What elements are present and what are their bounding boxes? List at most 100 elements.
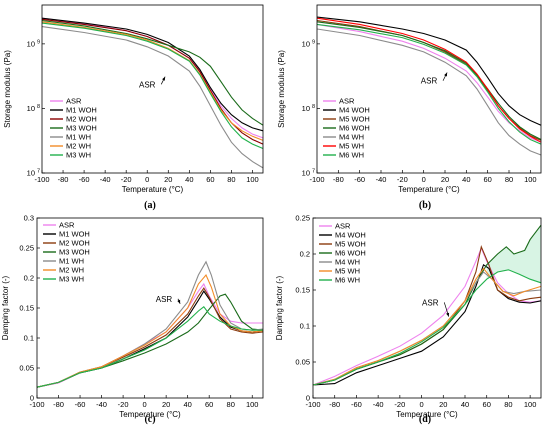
y-tick-label-d-5: 0.25 (295, 214, 310, 223)
legend-label-b-2: M5 WOH (339, 115, 370, 124)
y-axis-label-c: Damping factor (-) (1, 275, 10, 340)
legend-label-d-6: M6 WH (335, 276, 360, 285)
x-tick-label-d-8: 60 (483, 400, 491, 409)
x-tick-label-c-2: -60 (75, 400, 86, 409)
legend-label-a-1: M1 WOH (66, 106, 97, 115)
y-tick-label-d-1: 0.05 (295, 358, 310, 367)
annotation-label-b: ASR (421, 77, 438, 86)
legend-label-d-1: M4 WOH (335, 231, 366, 240)
x-tick-label-d-2: -60 (351, 400, 362, 409)
x-tick-label-a-9: 80 (227, 175, 235, 184)
x-axis-label-d: Temperature (°C) (396, 410, 458, 419)
series-line-b-0 (316, 23, 542, 143)
x-tick-label-b-9: 80 (505, 175, 513, 184)
x-tick-label-c-0: -100 (29, 400, 44, 409)
y-tick-label-c-1: 0.05 (19, 364, 34, 373)
panel-d: -100 -80 -60 -40 -20 0 20 40 60 80 100 0 0.05 0.1 0.15… (275, 214, 542, 425)
legend-label-c-2: M2 WOH (59, 239, 90, 248)
legend-label-a-3: M3 WOH (66, 124, 97, 133)
annotation-arrowhead-a (162, 76, 166, 81)
x-tick-label-a-4: -20 (121, 175, 132, 184)
y-tick-exp-b-2: 9 (312, 39, 315, 45)
series-line-d-6 (312, 269, 542, 386)
series-line-c-6 (36, 306, 263, 388)
y-tick-label-c-3: 0.15 (19, 304, 34, 313)
x-tick-label-b-5: 0 (422, 175, 426, 184)
legend-label-c-5: M2 WH (59, 266, 84, 275)
legend-label-a-6: M3 WH (66, 151, 91, 160)
annotation-arrowhead-b (444, 72, 448, 77)
y-axis-label-b: Storage modulus (Pa) (277, 50, 286, 128)
x-axis-label-a: Temperature (°C) (122, 185, 184, 194)
x-tick-label-b-2: -60 (354, 175, 365, 184)
series-line-b-6 (316, 23, 542, 145)
x-tick-label-d-4: -20 (394, 400, 405, 409)
legend-label-a-4: M1 WH (66, 133, 91, 142)
x-tick-label-c-1: -80 (53, 400, 64, 409)
legend-label-a-5: M2 WH (66, 142, 91, 151)
y-tick-label-c-6: 0.3 (24, 214, 34, 223)
x-tick-label-a-10: 100 (246, 175, 259, 184)
y-tick-label-a-2: 10 (27, 39, 35, 48)
x-tick-label-b-10: 100 (524, 175, 537, 184)
x-tick-label-d-1: -80 (329, 400, 340, 409)
legend-label-d-5: M5 WH (335, 267, 360, 276)
series-line-c-1 (36, 290, 264, 388)
series-line-a-1 (41, 17, 264, 132)
x-axis-label-c: Temperature (°C) (119, 410, 181, 419)
annotation-arrowhead-d (446, 312, 450, 317)
x-tick-label-c-8: 60 (205, 400, 213, 409)
y-tick-exp-a-2: 9 (37, 39, 40, 45)
annotation-label-c: ASR (156, 295, 173, 304)
x-tick-label-d-7: 40 (461, 400, 469, 409)
series-line-a-6 (41, 22, 264, 150)
x-tick-label-b-0: -100 (309, 175, 324, 184)
x-tick-label-c-9: 80 (227, 400, 235, 409)
series-line-c-2 (36, 287, 264, 388)
y-tick-label-c-4: 0.2 (24, 274, 34, 283)
x-tick-label-d-0: -100 (305, 400, 320, 409)
x-tick-label-c-6: 20 (162, 400, 170, 409)
y-tick-label-c-2: 0.1 (24, 334, 34, 343)
x-tick-label-b-4: -20 (397, 175, 408, 184)
x-tick-label-a-6: 20 (164, 175, 172, 184)
legend-label-b-3: M6 WOH (339, 124, 370, 133)
series-line-a-2 (41, 18, 264, 145)
series-line-a-4 (41, 26, 264, 169)
y-tick-exp-a-1: 8 (37, 104, 40, 110)
x-tick-label-b-3: -40 (376, 175, 387, 184)
x-tick-label-d-3: -40 (373, 400, 384, 409)
annotation-label-a: ASR (139, 80, 156, 89)
plot-frame-a (41, 4, 264, 174)
legend-label-d-4: M4 WH (335, 258, 360, 267)
legend-label-c-0: ASR (59, 221, 75, 230)
x-tick-label-a-5: 0 (145, 175, 149, 184)
x-tick-label-c-7: 40 (183, 400, 191, 409)
y-tick-label-d-0: 0 (306, 394, 310, 403)
series-line-d-0 (312, 246, 542, 386)
y-axis-label-d: Damping factor (-) (275, 275, 284, 340)
x-tick-label-c-10: 100 (246, 400, 259, 409)
x-tick-label-c-5: 0 (143, 400, 147, 409)
legend-label-b-0: ASR (339, 97, 355, 106)
legend-label-b-1: M4 WOH (339, 106, 370, 115)
x-tick-label-d-5: 0 (419, 400, 423, 409)
legend-label-a-2: M2 WOH (66, 115, 97, 124)
y-tick-label-c-5: 0.25 (19, 244, 34, 253)
y-tick-exp-a-0: 7 (37, 169, 40, 175)
y-tick-label-a-1: 10 (27, 104, 35, 113)
legend-label-d-3: M6 WOH (335, 249, 366, 258)
panel-caption-a: (a) (144, 200, 156, 211)
series-line-d-1 (312, 263, 542, 386)
x-tick-label-a-0: -100 (34, 175, 49, 184)
legend-label-c-1: M1 WOH (59, 230, 90, 239)
y-tick-label-d-2: 0.1 (300, 322, 310, 331)
x-tick-label-c-3: -40 (96, 400, 107, 409)
x-tick-label-a-1: -80 (58, 175, 69, 184)
x-axis-label-b: Temperature (°C) (398, 185, 460, 194)
x-tick-label-b-1: -80 (333, 175, 344, 184)
x-tick-label-b-7: 40 (462, 175, 470, 184)
legend-label-b-4: M4 WH (339, 133, 364, 142)
